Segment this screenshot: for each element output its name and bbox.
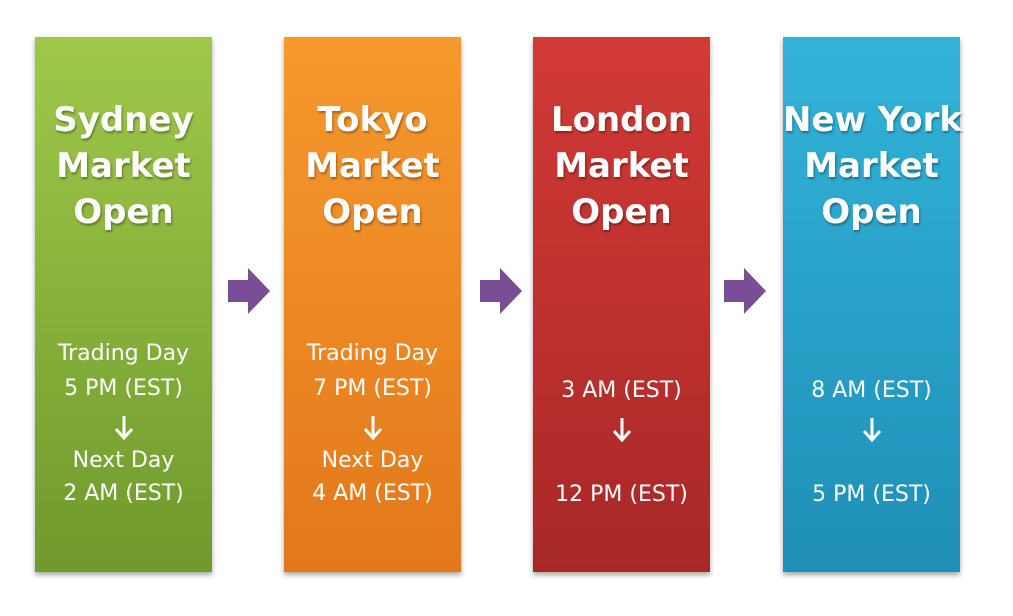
- panel-title-line: Market: [305, 146, 440, 186]
- london-market-panel: London Market Open 3 AM (EST) 12 PM (EST…: [533, 37, 710, 572]
- next-day-label: Next Day: [321, 448, 424, 473]
- panel-title-line: Market: [804, 146, 939, 186]
- panel-title: London Market Open: [533, 97, 710, 235]
- panel-title-line: New York: [783, 100, 962, 140]
- open-time: 7 PM (EST): [313, 376, 432, 401]
- tokyo-market-panel: Tokyo Market Open Trading Day 7 PM (EST)…: [284, 37, 461, 572]
- right-arrow-icon: [480, 268, 522, 314]
- panel-title: Tokyo Market Open: [284, 97, 461, 235]
- panel-title-line: Open: [73, 192, 174, 232]
- panel-title: New York Market Open: [783, 97, 962, 235]
- open-time: 5 PM (EST): [64, 376, 183, 401]
- close-time: 4 AM (EST): [312, 481, 433, 506]
- close-time: 12 PM (EST): [555, 482, 688, 507]
- panel-title-line: Sydney: [53, 100, 194, 140]
- new-york-market-panel: New York Market Open 8 AM (EST) 5 PM (ES…: [783, 37, 962, 572]
- right-arrow-icon: [724, 268, 766, 314]
- panel-title-line: Open: [322, 192, 423, 232]
- sydney-market-panel: Sydney Market Open Trading Day 5 PM (EST…: [35, 37, 212, 572]
- down-arrow-icon: [612, 418, 631, 443]
- trading-day-label: Trading Day: [57, 341, 190, 366]
- panel-title: Sydney Market Open: [35, 97, 212, 235]
- panel-title-line: London: [550, 100, 693, 140]
- down-arrow-icon: [114, 416, 133, 441]
- panel-title-line: Tokyo: [317, 100, 428, 140]
- down-arrow-icon: [363, 416, 382, 441]
- open-time: 3 AM (EST): [561, 378, 682, 403]
- panel-title-line: Open: [821, 192, 922, 232]
- panel-title-line: Open: [571, 192, 672, 232]
- trading-day-label: Trading Day: [306, 341, 439, 366]
- panel-title-line: Market: [56, 146, 191, 186]
- next-day-label: Next Day: [72, 448, 175, 473]
- right-arrow-icon: [228, 268, 270, 314]
- down-arrow-icon: [862, 418, 881, 443]
- close-time: 5 PM (EST): [812, 482, 931, 507]
- panel-title-line: Market: [554, 146, 689, 186]
- close-time: 2 AM (EST): [63, 481, 184, 506]
- open-time: 8 AM (EST): [811, 378, 932, 403]
